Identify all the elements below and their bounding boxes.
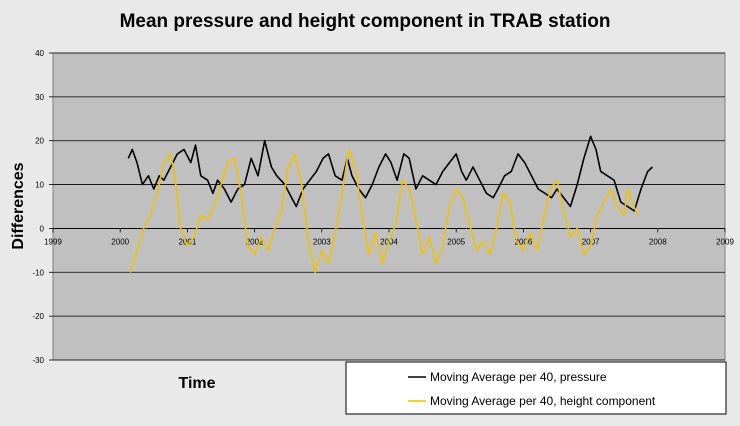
y-tick-label-5: 20 xyxy=(35,137,44,146)
y-tick-label-7: 40 xyxy=(35,49,44,58)
legend-label-pressure: Moving Average per 40, pressure xyxy=(430,370,607,384)
legend: Moving Average per 40, pressure Moving A… xyxy=(345,361,727,415)
x-tick-label-7: 2006 xyxy=(515,237,533,246)
y-tick-label-3: 0 xyxy=(40,224,45,233)
plot-area xyxy=(52,52,726,361)
y-tick-label-2: -10 xyxy=(32,268,44,277)
x-tick-label-3: 2002 xyxy=(246,237,264,246)
x-tick-label-4: 2003 xyxy=(313,237,331,246)
y-tick-label-0: -30 xyxy=(32,356,44,365)
x-axis-label: Time xyxy=(178,375,215,392)
series-line-0 xyxy=(127,135,653,212)
y-tick-label-4: 10 xyxy=(35,181,44,190)
x-tick-label-2: 2001 xyxy=(179,237,197,246)
x-tick-label-9: 2008 xyxy=(649,237,667,246)
legend-box xyxy=(345,361,727,415)
x-tick-label-6: 2005 xyxy=(447,237,465,246)
series-lines xyxy=(127,135,653,274)
y-axis-label: Differences xyxy=(10,162,27,249)
series-line-1 xyxy=(129,148,639,274)
chart-title: Mean pressure and height component in TR… xyxy=(120,11,611,32)
y-axis-ticks: -30 -20 -10 0 10 20 30 40 xyxy=(32,49,53,365)
x-tick-label-1: 2000 xyxy=(111,237,129,246)
y-tick-label-6: 30 xyxy=(35,93,44,102)
x-tick-label-0: 1999 xyxy=(44,237,62,246)
legend-label-height: Moving Average per 40, height component xyxy=(430,394,656,408)
x-tick-label-10: 2009 xyxy=(716,237,734,246)
y-tick-label-1: -20 xyxy=(32,312,44,321)
